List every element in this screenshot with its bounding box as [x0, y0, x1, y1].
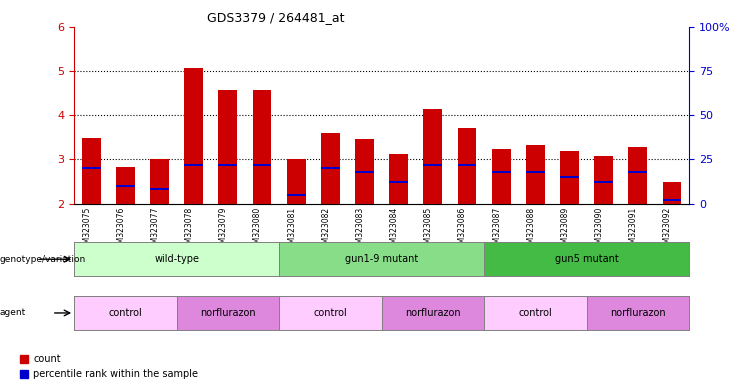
- Bar: [458, 128, 476, 204]
- Bar: [560, 176, 579, 178]
- Bar: [321, 133, 340, 204]
- Bar: [150, 188, 169, 190]
- Bar: [185, 68, 203, 204]
- Bar: [389, 181, 408, 184]
- Text: control: control: [519, 308, 552, 318]
- Text: GSM323082: GSM323082: [322, 207, 330, 253]
- Text: GSM323080: GSM323080: [253, 207, 262, 253]
- Bar: [287, 194, 305, 196]
- Bar: [458, 164, 476, 166]
- Text: GSM323089: GSM323089: [560, 207, 570, 253]
- Bar: [389, 154, 408, 204]
- Bar: [526, 145, 545, 204]
- Bar: [253, 89, 271, 204]
- Bar: [116, 167, 135, 204]
- Bar: [594, 156, 613, 204]
- Bar: [662, 199, 682, 201]
- Bar: [219, 89, 237, 204]
- Text: genotype/variation: genotype/variation: [0, 255, 86, 264]
- Text: GSM323088: GSM323088: [526, 207, 535, 253]
- Text: GSM323084: GSM323084: [390, 207, 399, 253]
- Text: GSM323077: GSM323077: [150, 207, 159, 253]
- Text: GSM323085: GSM323085: [424, 207, 433, 253]
- Text: GSM323079: GSM323079: [219, 207, 228, 253]
- Text: GSM323075: GSM323075: [82, 207, 91, 253]
- Bar: [82, 167, 101, 169]
- Text: GDS3379 / 264481_at: GDS3379 / 264481_at: [207, 12, 345, 25]
- Text: GSM323076: GSM323076: [116, 207, 125, 253]
- Bar: [526, 170, 545, 173]
- Legend: count, percentile rank within the sample: count, percentile rank within the sample: [20, 354, 199, 379]
- Text: GSM323091: GSM323091: [629, 207, 638, 253]
- Bar: [82, 138, 101, 204]
- Text: GSM323092: GSM323092: [663, 207, 672, 253]
- Bar: [321, 167, 340, 169]
- Text: GSM323083: GSM323083: [356, 207, 365, 253]
- Bar: [355, 170, 374, 173]
- Text: norflurazon: norflurazon: [405, 308, 461, 318]
- Bar: [628, 170, 648, 173]
- Text: control: control: [313, 308, 348, 318]
- Bar: [662, 182, 682, 204]
- Text: norflurazon: norflurazon: [200, 308, 256, 318]
- Text: gun1-9 mutant: gun1-9 mutant: [345, 254, 418, 264]
- Text: GSM323086: GSM323086: [458, 207, 467, 253]
- Text: gun5 mutant: gun5 mutant: [555, 254, 619, 264]
- Bar: [150, 159, 169, 204]
- Text: wild-type: wild-type: [154, 254, 199, 264]
- Bar: [355, 139, 374, 204]
- Text: agent: agent: [0, 308, 26, 318]
- Text: control: control: [108, 308, 142, 318]
- Bar: [492, 149, 511, 204]
- Text: norflurazon: norflurazon: [610, 308, 665, 318]
- Bar: [423, 164, 442, 166]
- Bar: [287, 159, 305, 204]
- Text: GSM323087: GSM323087: [492, 207, 501, 253]
- Bar: [116, 185, 135, 187]
- Bar: [560, 151, 579, 204]
- Bar: [185, 164, 203, 166]
- Bar: [253, 164, 271, 166]
- Text: GSM323081: GSM323081: [288, 207, 296, 253]
- Bar: [219, 164, 237, 166]
- Bar: [628, 147, 648, 204]
- Bar: [423, 109, 442, 204]
- Text: GSM323078: GSM323078: [185, 207, 193, 253]
- Bar: [594, 181, 613, 184]
- Text: GSM323090: GSM323090: [595, 207, 604, 253]
- Bar: [492, 170, 511, 173]
